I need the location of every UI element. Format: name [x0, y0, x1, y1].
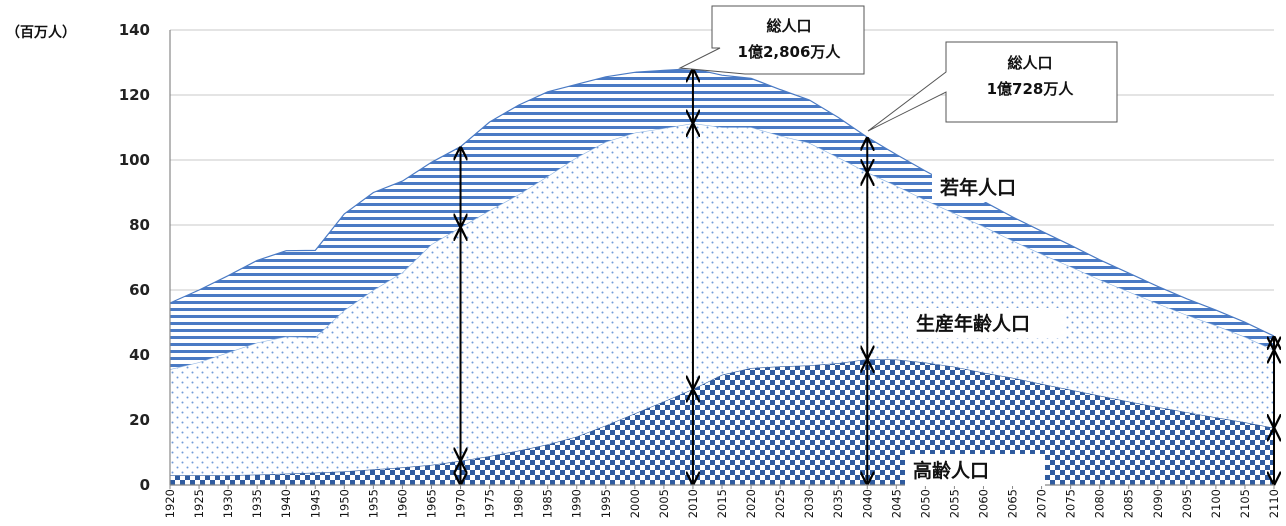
callout-box-2040 [867, 41, 1118, 132]
x-tick-label: 1970 [454, 489, 468, 518]
series-labels: 若年人口 生産年齢人口 高齢人口 [905, 172, 1066, 486]
callout-2010-value: 1億2,806万人 [738, 43, 842, 61]
y-tick-label: 140 [119, 21, 150, 39]
x-tick-label: 1945 [308, 489, 322, 518]
callout-total-2040: 総人口 1億728万人 [867, 41, 1118, 132]
label-bg-young [932, 172, 1060, 202]
callout-total-2010: 総人口 1億2,806万人 [678, 5, 865, 75]
x-tick-label: 2095 [1180, 489, 1194, 518]
x-tick-label: 1990 [570, 489, 584, 518]
x-tick-label: 1965 [424, 489, 438, 518]
x-tick-label: 1950 [337, 489, 351, 518]
x-tick-label: 2020 [744, 489, 758, 518]
x-tick-label: 1995 [599, 489, 613, 518]
x-tick-label: 2010 [686, 489, 700, 518]
measure-arrows [461, 70, 1274, 484]
y-tick-label: 60 [129, 281, 150, 299]
y-tick-label: 0 [140, 476, 150, 494]
x-tick-label: 2085 [1122, 489, 1136, 518]
x-tick-label: 2030 [802, 489, 816, 518]
unit-label: （百万人） [6, 24, 76, 41]
label-bg-elderly [905, 454, 1045, 486]
x-tick-label: 2035 [831, 489, 845, 518]
stacked-areas [169, 68, 1275, 485]
x-tick-label: 1920 [163, 489, 177, 518]
x-tick-label: 2105 [1238, 489, 1252, 518]
x-tick-label: 2015 [715, 489, 729, 518]
callout-2040-title: 総人口 [1007, 54, 1052, 72]
x-tick-label: 1955 [366, 489, 380, 518]
x-tick-label: 1985 [541, 489, 555, 518]
x-tick-label: 1980 [512, 489, 526, 518]
x-tick-label: 2025 [773, 489, 787, 518]
y-tick-label: 120 [119, 86, 150, 104]
x-tick-label: 2110 [1267, 489, 1281, 518]
x-tick-label: 2060 [976, 489, 990, 518]
label-young-population: 若年人口 [940, 176, 1016, 199]
x-tick-label: 2070 [1035, 489, 1049, 518]
callout-box-2010 [678, 5, 865, 75]
area-working-age [170, 123, 1274, 476]
x-tick-label: 2100 [1209, 489, 1223, 518]
x-tick-label: 2080 [1093, 489, 1107, 518]
x-tick-label: 2050 [918, 489, 932, 518]
x-tick-label: 2065 [1006, 489, 1020, 518]
x-tick-label: 2045 [889, 489, 903, 518]
area-outline [169, 68, 1275, 337]
y-tick-labels: 0 20 40 60 80 100 120 140 [119, 21, 150, 494]
x-tick-label: 1935 [250, 489, 264, 518]
x-tick-label: 1975 [483, 489, 497, 518]
x-tick-label: 2055 [947, 489, 961, 518]
callout-2040-value: 1億728万人 [987, 80, 1075, 98]
y-tick-label: 40 [129, 346, 150, 364]
label-working-age-population: 生産年齢人口 [916, 312, 1030, 335]
label-elderly-population: 高齢人口 [913, 459, 989, 482]
x-tick-label: 2075 [1064, 489, 1078, 518]
y-tick-label: 100 [119, 151, 150, 169]
x-tick-label: 2090 [1151, 489, 1165, 518]
area-elderly [170, 359, 1274, 485]
x-tick-label: 1925 [192, 489, 206, 518]
label-bg-working [908, 308, 1066, 338]
x-tick-label: 2040 [860, 489, 874, 518]
y-tick-label: 80 [129, 216, 150, 234]
y-tick-label: 20 [129, 411, 150, 429]
x-tick-label: 1940 [279, 489, 293, 518]
x-tick-label: 1930 [221, 489, 235, 518]
x-tick-label: 2000 [628, 489, 642, 518]
callout-2010-title: 総人口 [766, 17, 811, 35]
area-young [170, 68, 1274, 370]
x-tick-labels: 1920 1925 1930 1935 1940 1945 1950 1955 1960 1965… [163, 485, 1281, 518]
x-tick-label: 1960 [395, 489, 409, 518]
x-tick-label: 2005 [657, 489, 671, 518]
